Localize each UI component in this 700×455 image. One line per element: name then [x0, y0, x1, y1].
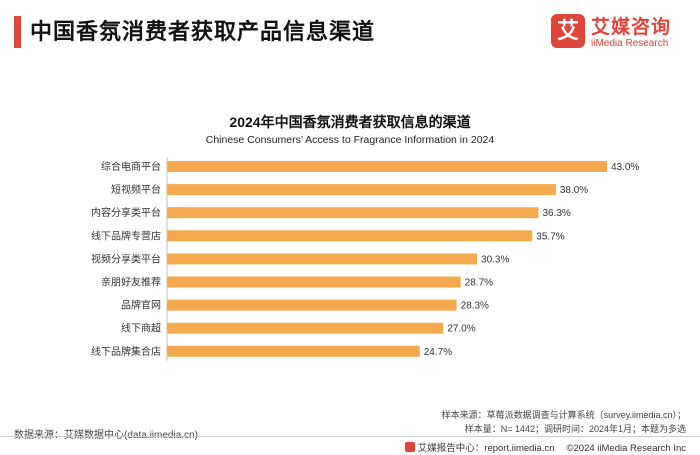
bar	[167, 184, 556, 196]
footer-bar: 艾媒报告中心：report.iimedia.cn ©2024 iiMedia Re…	[404, 440, 686, 454]
value-label: 43.0%	[611, 162, 639, 173]
value-label: 27.0%	[447, 324, 475, 335]
category-label: 短视频平台	[111, 183, 161, 196]
data-source-note: 数据来源：艾媒数据中心(data.iimedia.cn)	[14, 426, 198, 441]
bar	[167, 253, 478, 265]
category-label: 线下商超	[121, 322, 161, 335]
report-center-link[interactable]: 艾媒报告中心：report.iimedia.cn	[417, 443, 555, 454]
category-label: 视频分享类平台	[91, 252, 161, 265]
value-label: 36.3%	[542, 208, 570, 219]
bar	[167, 230, 533, 242]
bar	[167, 299, 457, 311]
bar	[167, 161, 607, 172]
bar	[167, 322, 444, 334]
category-label: 线下品牌专营店	[91, 229, 161, 242]
chart-title: 2024年中国香氛消费者获取信息的渠道	[229, 114, 471, 130]
logo-text-en: iiMedia Research	[591, 38, 669, 49]
sample-info-note: 样本量：N= 1442；调研时间：2024年1月；本题为多选	[464, 424, 686, 434]
title-accent-bar	[14, 16, 21, 48]
bar	[167, 207, 539, 219]
brand-logo: 艾 艾媒咨询 iiMedia Research	[551, 12, 686, 56]
category-label: 内容分享类平台	[91, 206, 161, 219]
category-label: 亲朋好友推荐	[101, 276, 161, 289]
bar	[167, 345, 420, 357]
page-title: 中国香氛消费者获取产品信息渠道	[30, 19, 376, 44]
value-label: 24.7%	[424, 347, 452, 358]
value-label: 30.3%	[481, 254, 509, 265]
copyright-text: ©2024 iiMedia Research Inc	[566, 443, 686, 454]
logo-text-cn: 艾媒咨询	[591, 17, 672, 38]
bar	[167, 276, 461, 288]
value-label: 35.7%	[536, 231, 564, 242]
category-label: 线下品牌集合店	[91, 345, 161, 358]
sample-source-note: 样本来源：草莓派数据调查与计算系统（survey.iimedia.cn）；	[441, 410, 686, 420]
category-label: 品牌官网	[121, 299, 161, 312]
value-label: 28.3%	[461, 301, 489, 312]
category-label: 综合电商平台	[101, 160, 161, 173]
logo-mark-icon: 艾	[551, 14, 585, 48]
value-label: 28.7%	[465, 278, 493, 289]
chart-subtitle: Chinese Consumers’ Access to Fragrance I…	[205, 134, 495, 146]
value-label: 38.0%	[560, 185, 588, 196]
footer-divider	[0, 436, 700, 437]
report-center-icon	[404, 442, 415, 452]
